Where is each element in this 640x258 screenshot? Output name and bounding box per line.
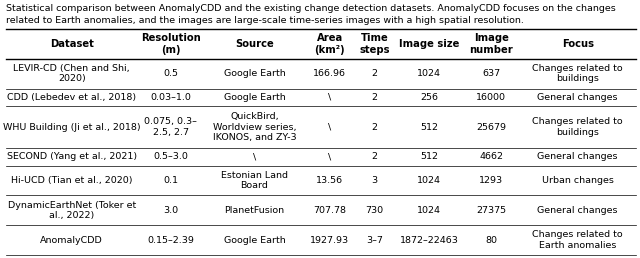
Text: Area
(km²): Area (km²) bbox=[314, 33, 345, 55]
Text: 166.96: 166.96 bbox=[313, 69, 346, 78]
Text: 1024: 1024 bbox=[417, 176, 441, 185]
Text: 1872–22463: 1872–22463 bbox=[400, 236, 459, 245]
Text: 3.0: 3.0 bbox=[163, 206, 178, 215]
Text: 0.075, 0.3–
2.5, 2.7: 0.075, 0.3– 2.5, 2.7 bbox=[144, 117, 197, 137]
Text: Time
steps: Time steps bbox=[360, 33, 390, 55]
Text: 2: 2 bbox=[372, 69, 378, 78]
Text: 13.56: 13.56 bbox=[316, 176, 343, 185]
Text: 256: 256 bbox=[420, 93, 438, 102]
Text: Estonian Land
Board: Estonian Land Board bbox=[221, 171, 288, 190]
Text: 1927.93: 1927.93 bbox=[310, 236, 349, 245]
Text: CDD (Lebedev et al., 2018): CDD (Lebedev et al., 2018) bbox=[7, 93, 136, 102]
Text: SECOND (Yang et al., 2021): SECOND (Yang et al., 2021) bbox=[6, 152, 137, 161]
Text: related to Earth anomalies, and the images are large-scale time-series images wi: related to Earth anomalies, and the imag… bbox=[6, 15, 524, 25]
Text: PlanetFusion: PlanetFusion bbox=[225, 206, 285, 215]
Text: 25679: 25679 bbox=[476, 123, 506, 132]
Text: Changes related to
Earth anomalies: Changes related to Earth anomalies bbox=[532, 230, 623, 250]
Text: Source: Source bbox=[235, 39, 274, 49]
Text: 2: 2 bbox=[372, 93, 378, 102]
Text: General changes: General changes bbox=[538, 206, 618, 215]
Text: 0.1: 0.1 bbox=[163, 176, 178, 185]
Text: LEVIR-CD (Chen and Shi,
2020): LEVIR-CD (Chen and Shi, 2020) bbox=[13, 64, 130, 83]
Text: General changes: General changes bbox=[538, 93, 618, 102]
Text: Resolution
(m): Resolution (m) bbox=[141, 33, 200, 55]
Text: Image
number: Image number bbox=[469, 33, 513, 55]
Text: 4662: 4662 bbox=[479, 152, 503, 161]
Text: Urban changes: Urban changes bbox=[542, 176, 614, 185]
Text: \: \ bbox=[328, 152, 332, 161]
Text: 27375: 27375 bbox=[476, 206, 506, 215]
Text: 707.78: 707.78 bbox=[313, 206, 346, 215]
Text: 0.5–3.0: 0.5–3.0 bbox=[153, 152, 188, 161]
Text: \: \ bbox=[253, 152, 256, 161]
Text: 512: 512 bbox=[420, 123, 438, 132]
Text: Focus: Focus bbox=[562, 39, 594, 49]
Text: AnomalyCDD: AnomalyCDD bbox=[40, 236, 103, 245]
Text: Statistical comparison between AnomalyCDD and the existing change detection data: Statistical comparison between AnomalyCD… bbox=[6, 4, 616, 13]
Text: 3: 3 bbox=[372, 176, 378, 185]
Text: Image size: Image size bbox=[399, 39, 460, 49]
Text: QuickBird,
Worldview series,
IKONOS, and ZY-3: QuickBird, Worldview series, IKONOS, and… bbox=[212, 112, 296, 142]
Text: Google Earth: Google Earth bbox=[223, 69, 285, 78]
Text: Hi-UCD (Tian et al., 2020): Hi-UCD (Tian et al., 2020) bbox=[11, 176, 132, 185]
Text: DynamicEarthNet (Toker et
al., 2022): DynamicEarthNet (Toker et al., 2022) bbox=[8, 201, 136, 220]
Text: General changes: General changes bbox=[538, 152, 618, 161]
Text: 730: 730 bbox=[365, 206, 384, 215]
Text: Google Earth: Google Earth bbox=[223, 93, 285, 102]
Text: 2: 2 bbox=[372, 152, 378, 161]
Text: 0.5: 0.5 bbox=[163, 69, 178, 78]
Text: 0.15–2.39: 0.15–2.39 bbox=[147, 236, 194, 245]
Text: \: \ bbox=[328, 93, 332, 102]
Text: 1293: 1293 bbox=[479, 176, 503, 185]
Text: Changes related to
buildings: Changes related to buildings bbox=[532, 117, 623, 137]
Text: Google Earth: Google Earth bbox=[223, 236, 285, 245]
Text: 512: 512 bbox=[420, 152, 438, 161]
Text: WHU Building (Ji et al., 2018): WHU Building (Ji et al., 2018) bbox=[3, 123, 141, 132]
Text: 2: 2 bbox=[372, 123, 378, 132]
Text: 1024: 1024 bbox=[417, 69, 441, 78]
Text: 3–7: 3–7 bbox=[366, 236, 383, 245]
Text: Changes related to
buildings: Changes related to buildings bbox=[532, 64, 623, 83]
Text: 0.03–1.0: 0.03–1.0 bbox=[150, 93, 191, 102]
Text: 16000: 16000 bbox=[476, 93, 506, 102]
Text: 1024: 1024 bbox=[417, 206, 441, 215]
Text: 80: 80 bbox=[485, 236, 497, 245]
Text: \: \ bbox=[328, 123, 332, 132]
Text: Dataset: Dataset bbox=[50, 39, 93, 49]
Text: 637: 637 bbox=[482, 69, 500, 78]
